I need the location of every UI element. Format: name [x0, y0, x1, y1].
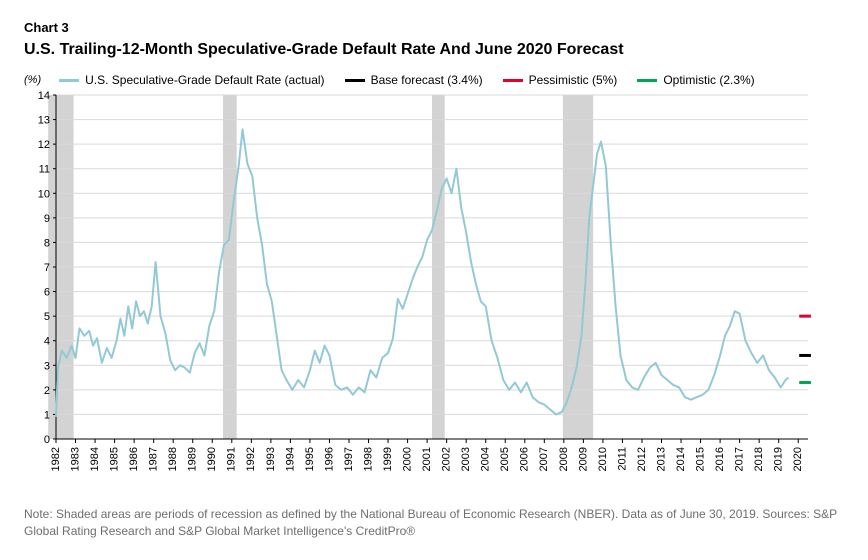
svg-text:8: 8	[44, 237, 50, 249]
svg-text:7: 7	[44, 262, 50, 274]
svg-text:1986: 1986	[128, 447, 140, 471]
svg-text:2013: 2013	[655, 447, 667, 471]
svg-text:2004: 2004	[480, 447, 492, 471]
svg-text:3: 3	[44, 360, 50, 372]
svg-text:2014: 2014	[675, 447, 687, 471]
svg-text:1983: 1983	[69, 447, 81, 471]
svg-text:1993: 1993	[265, 447, 277, 471]
svg-text:2009: 2009	[577, 447, 589, 471]
legend-label-base: Base forecast (3.4%)	[371, 73, 483, 87]
svg-text:11: 11	[39, 164, 50, 176]
svg-text:1: 1	[44, 409, 50, 421]
svg-text:0: 0	[44, 434, 50, 446]
svg-text:9: 9	[44, 213, 50, 225]
chart-title: U.S. Trailing-12-Month Speculative-Grade…	[24, 41, 844, 59]
svg-text:2018: 2018	[753, 447, 765, 471]
svg-text:2017: 2017	[734, 447, 746, 471]
svg-text:14: 14	[38, 90, 50, 102]
legend-swatch-actual	[59, 79, 79, 82]
svg-text:5: 5	[44, 311, 50, 323]
legend-swatch-base	[345, 79, 365, 82]
legend-label-optimistic: Optimistic (2.3%)	[663, 73, 754, 87]
svg-text:13: 13	[38, 115, 50, 127]
line-chart: 0123456789101112131419821983198419851986…	[24, 89, 844, 489]
svg-text:1995: 1995	[304, 447, 316, 471]
svg-text:2011: 2011	[616, 447, 628, 471]
svg-text:2: 2	[44, 385, 50, 397]
svg-text:2005: 2005	[499, 447, 511, 471]
svg-text:2008: 2008	[558, 447, 570, 471]
svg-text:2001: 2001	[421, 447, 433, 471]
svg-text:2012: 2012	[636, 447, 648, 471]
svg-text:1984: 1984	[89, 447, 101, 471]
svg-text:1994: 1994	[284, 447, 296, 471]
svg-text:4: 4	[44, 336, 50, 348]
chart-footnote: Note: Shaded areas are periods of recess…	[24, 506, 844, 540]
svg-text:1988: 1988	[167, 447, 179, 471]
svg-text:1996: 1996	[323, 447, 335, 471]
chart-number: Chart 3	[24, 20, 844, 35]
svg-text:10: 10	[38, 188, 50, 200]
svg-text:1999: 1999	[382, 447, 394, 471]
legend-label-actual: U.S. Speculative-Grade Default Rate (act…	[85, 73, 324, 87]
svg-text:2000: 2000	[401, 447, 413, 471]
svg-text:1982: 1982	[50, 447, 62, 471]
svg-text:1989: 1989	[187, 447, 199, 471]
svg-text:2002: 2002	[441, 447, 453, 471]
legend-swatch-optimistic	[637, 79, 657, 82]
svg-text:2019: 2019	[773, 447, 785, 471]
svg-text:1997: 1997	[343, 447, 355, 471]
svg-text:2016: 2016	[714, 447, 726, 471]
svg-text:2010: 2010	[597, 447, 609, 471]
svg-text:2003: 2003	[460, 447, 472, 471]
chart-legend: (%) U.S. Speculative-Grade Default Rate …	[24, 73, 844, 87]
svg-text:1985: 1985	[109, 447, 121, 471]
y-axis-unit: (%)	[24, 74, 41, 86]
svg-text:2015: 2015	[694, 447, 706, 471]
svg-text:2020: 2020	[792, 447, 804, 471]
svg-text:2006: 2006	[519, 447, 531, 471]
svg-text:1998: 1998	[362, 447, 374, 471]
svg-text:1990: 1990	[206, 447, 218, 471]
svg-text:12: 12	[38, 139, 50, 151]
svg-text:1987: 1987	[148, 447, 160, 471]
svg-text:1992: 1992	[245, 447, 257, 471]
svg-text:1991: 1991	[226, 447, 238, 471]
legend-label-pessimistic: Pessimistic (5%)	[529, 73, 618, 87]
svg-text:6: 6	[44, 287, 50, 299]
legend-swatch-pessimistic	[503, 79, 523, 82]
svg-text:2007: 2007	[538, 447, 550, 471]
